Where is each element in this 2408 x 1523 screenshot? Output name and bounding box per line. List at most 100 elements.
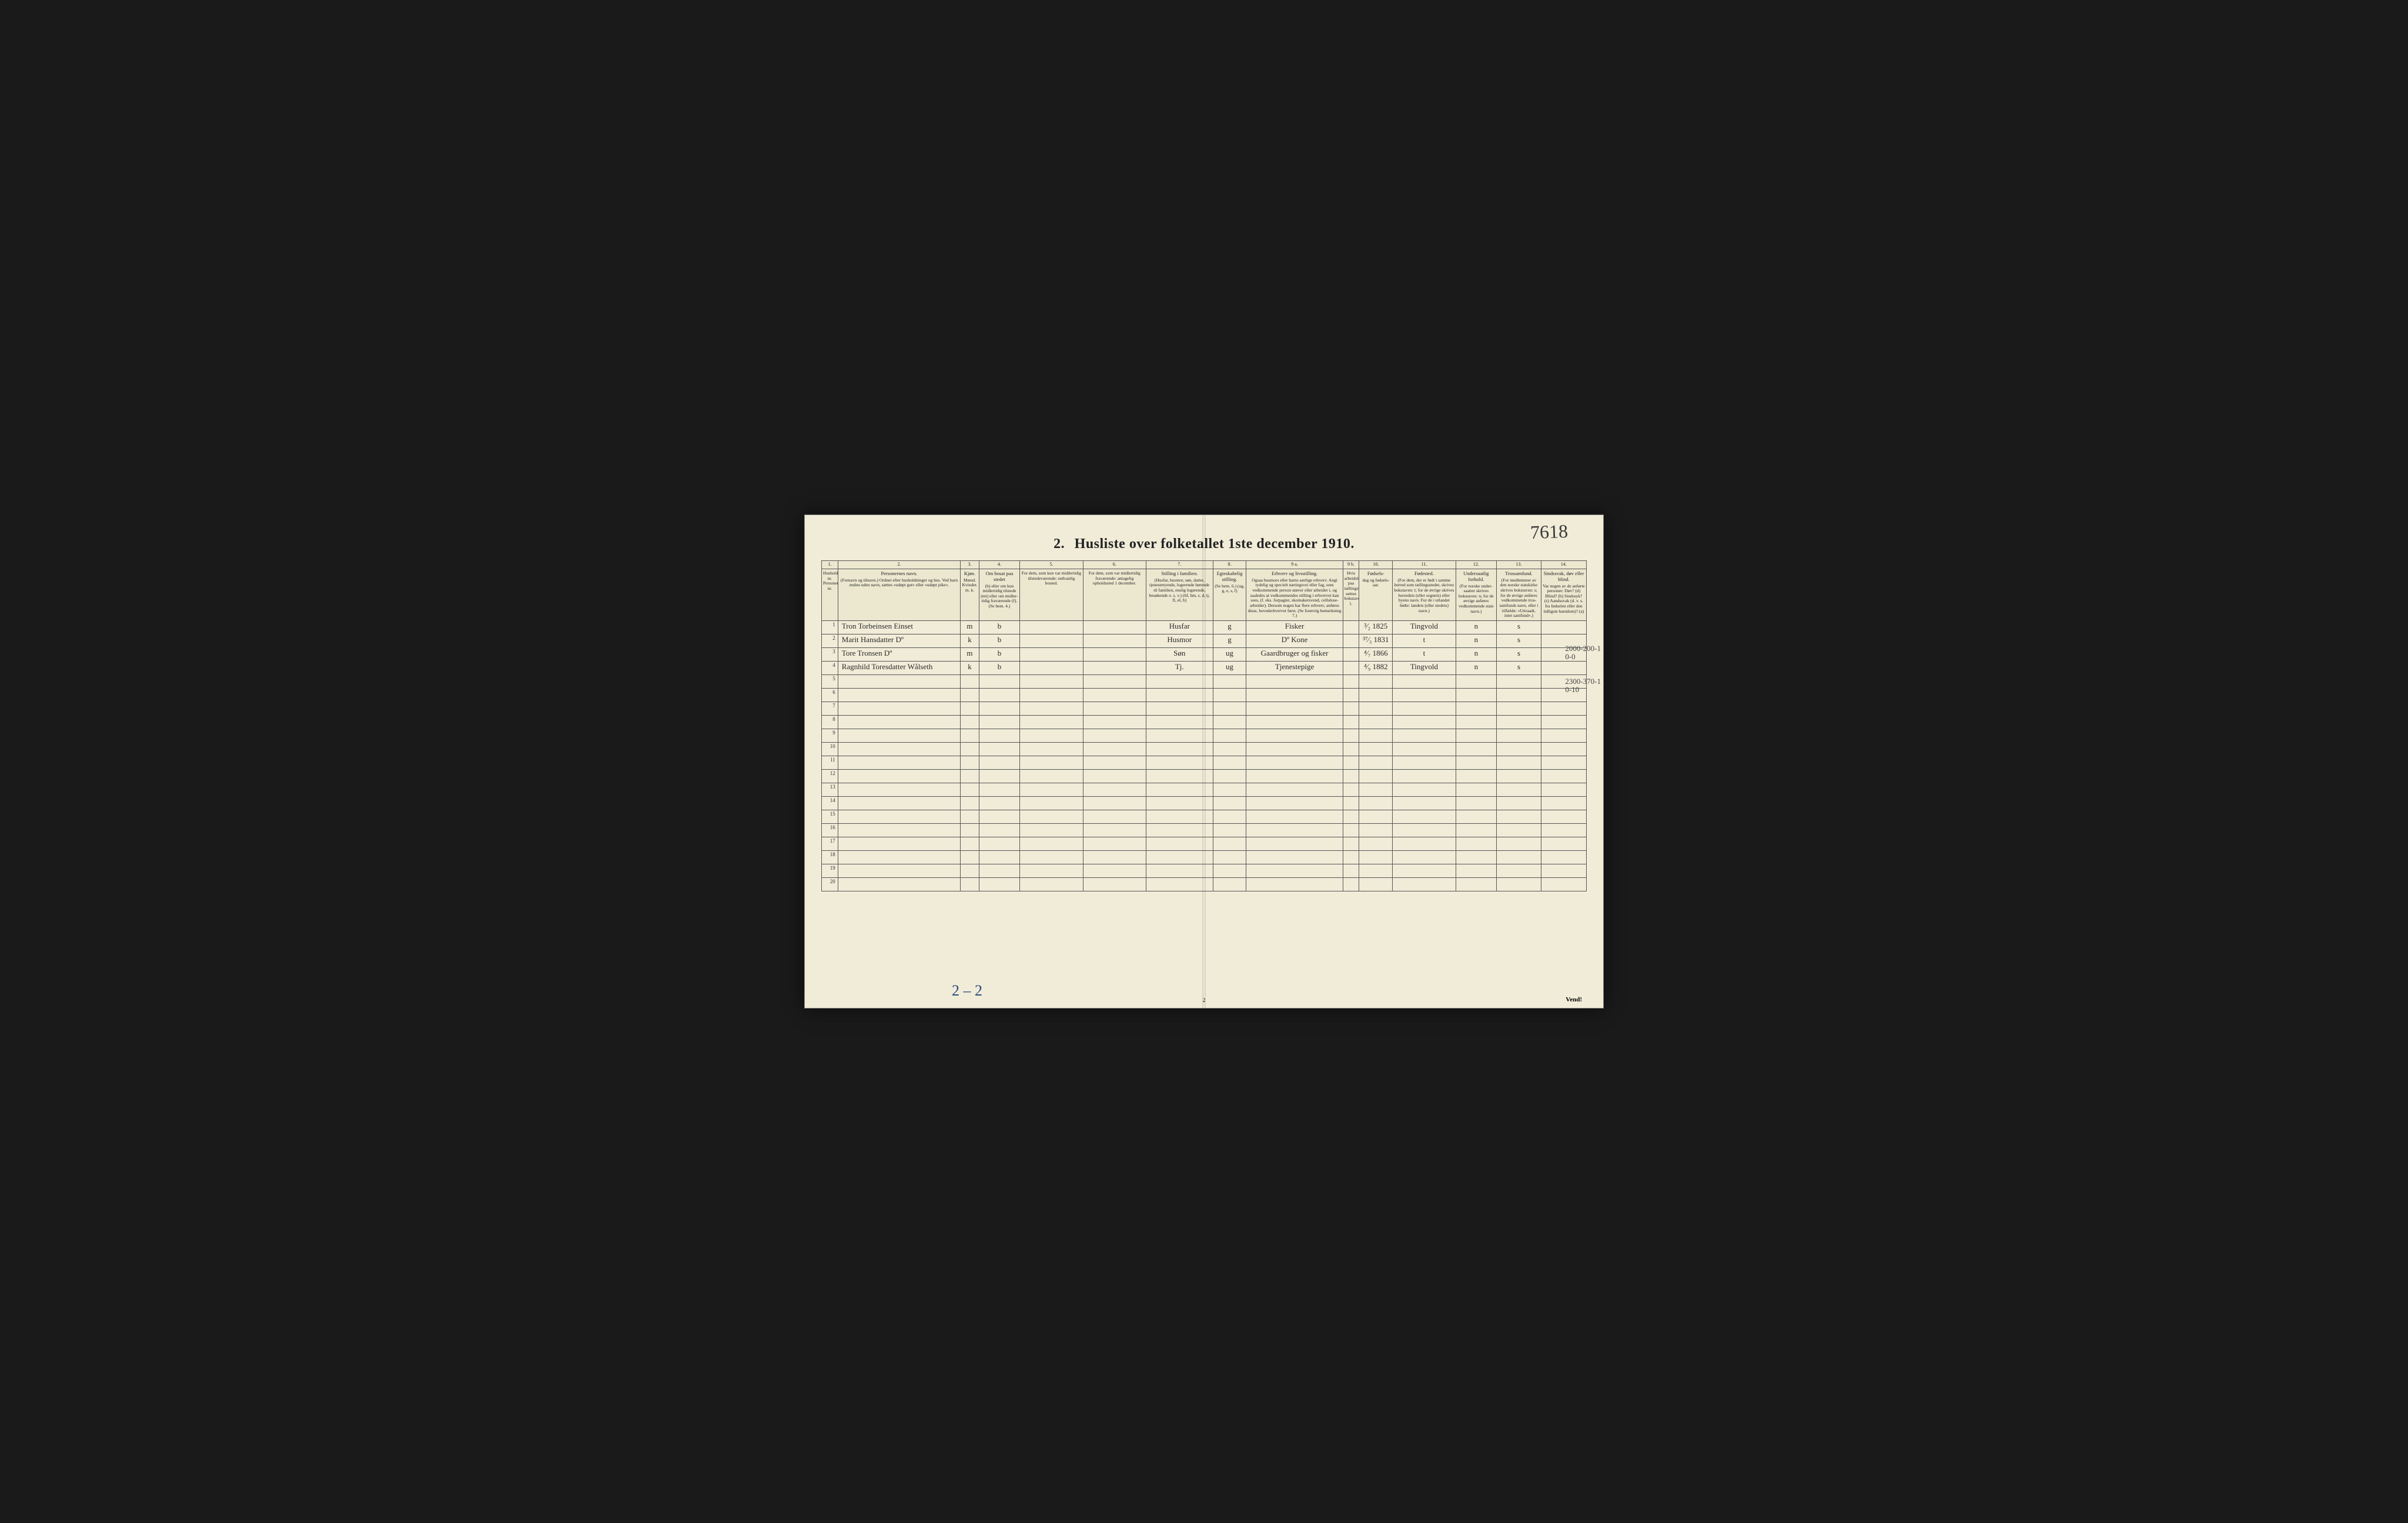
column-header-row: Husholdningernes nr. Personernes nr. Per… [822, 569, 1587, 621]
table-cell [1393, 769, 1456, 783]
table-cell [838, 715, 960, 729]
table-row: 8 [822, 715, 1587, 729]
table-cell [1213, 674, 1246, 688]
table-cell [1359, 715, 1393, 729]
table-cell [1083, 729, 1146, 742]
table-cell: n [1456, 620, 1496, 634]
table-cell [979, 742, 1019, 756]
table-cell [1246, 796, 1343, 810]
table-cell [1393, 850, 1456, 864]
table-cell [838, 864, 960, 877]
table-cell [979, 715, 1019, 729]
table-cell [1020, 877, 1083, 891]
table-cell [838, 674, 960, 688]
table-cell: ug [1213, 661, 1246, 674]
table-cell [1497, 715, 1541, 729]
table-cell: ⁴⁄₉ 1882 [1359, 661, 1393, 674]
table-row: 14 [822, 796, 1587, 810]
column-number: 3. [961, 561, 979, 569]
table-cell [1541, 729, 1586, 742]
table-cell [1393, 688, 1456, 702]
header-5: For dem, som kun var midlertidig tilsted… [1020, 569, 1083, 621]
table-cell [961, 850, 979, 864]
table-cell: 2 [822, 634, 838, 647]
table-cell: ³⁷⁄₃ 1831 [1359, 634, 1393, 647]
table-cell: n [1456, 634, 1496, 647]
table-cell: 18 [822, 850, 838, 864]
table-cell [1497, 674, 1541, 688]
table-cell [1213, 702, 1246, 715]
table-cell: s [1497, 634, 1541, 647]
table-cell [1146, 823, 1213, 837]
table-cell [1497, 877, 1541, 891]
table-cell [979, 688, 1019, 702]
table-cell [838, 810, 960, 823]
table-cell [1020, 661, 1083, 674]
table-cell [1146, 715, 1213, 729]
column-number: 9 b. [1343, 561, 1359, 569]
table-cell [1020, 837, 1083, 850]
table-cell [979, 783, 1019, 796]
header-9a: Erhverv og livsstilling.Ogsaa husmors el… [1246, 569, 1343, 621]
table-row: 5 [822, 674, 1587, 688]
table-cell: ⁴⁄₇ 1866 [1359, 647, 1393, 661]
header-11: Fødested.(For dem, der er født i samme h… [1393, 569, 1456, 621]
table-row: 19 [822, 864, 1587, 877]
table-cell [1393, 810, 1456, 823]
table-cell: ug [1213, 647, 1246, 661]
header-10: Fødsels-dag og fødsels- aar. [1359, 569, 1393, 621]
table-cell [838, 796, 960, 810]
table-row: 16 [822, 823, 1587, 837]
table-cell [838, 823, 960, 837]
table-cell [838, 742, 960, 756]
table-cell: 17 [822, 837, 838, 850]
table-cell [1146, 783, 1213, 796]
table-cell [838, 877, 960, 891]
table-cell [1343, 769, 1359, 783]
table-cell [1343, 823, 1359, 837]
table-row: 15 [822, 810, 1587, 823]
table-cell [1146, 674, 1213, 688]
table-cell [1456, 823, 1496, 837]
table-row: 4Ragnhild Toresdatter WålsethkbTj.ugTjen… [822, 661, 1587, 674]
table-cell [1020, 823, 1083, 837]
header-6: For dem, som var midlertidig fraværende:… [1083, 569, 1146, 621]
table-cell: b [979, 661, 1019, 674]
table-cell [1083, 756, 1146, 769]
page-title: 2. Husliste over folketallet 1ste decemb… [821, 536, 1587, 552]
column-number: 4. [979, 561, 1019, 569]
table-cell [1343, 702, 1359, 715]
table-cell [1213, 864, 1246, 877]
header-3: Kjøn.Mænd. Kvinder. m. k. [961, 569, 979, 621]
table-row: 17 [822, 837, 1587, 850]
table-cell: 11 [822, 756, 838, 769]
table-cell [1456, 783, 1496, 796]
table-row: 6 [822, 688, 1587, 702]
table-cell: Søn [1146, 647, 1213, 661]
table-cell [1393, 837, 1456, 850]
table-cell [1456, 742, 1496, 756]
table-cell [1083, 864, 1146, 877]
table-cell [1083, 810, 1146, 823]
table-cell [838, 756, 960, 769]
table-cell [838, 769, 960, 783]
handwritten-id: 7618 [1530, 520, 1568, 543]
table-cell: 9 [822, 729, 838, 742]
table-cell [1083, 702, 1146, 715]
column-number: 13. [1497, 561, 1541, 569]
column-number: 10. [1359, 561, 1393, 569]
table-cell [1246, 837, 1343, 850]
table-cell [1343, 796, 1359, 810]
table-cell [1020, 620, 1083, 634]
table-row: 12 [822, 769, 1587, 783]
table-cell [1146, 850, 1213, 864]
table-cell [1213, 783, 1246, 796]
table-cell [1497, 769, 1541, 783]
table-cell [1359, 864, 1393, 877]
table-cell [1456, 729, 1496, 742]
table-cell: Tron Torbeinsen Einset [838, 620, 960, 634]
table-cell [1541, 620, 1586, 634]
table-cell [1020, 850, 1083, 864]
table-cell [1541, 823, 1586, 837]
table-cell [1359, 796, 1393, 810]
